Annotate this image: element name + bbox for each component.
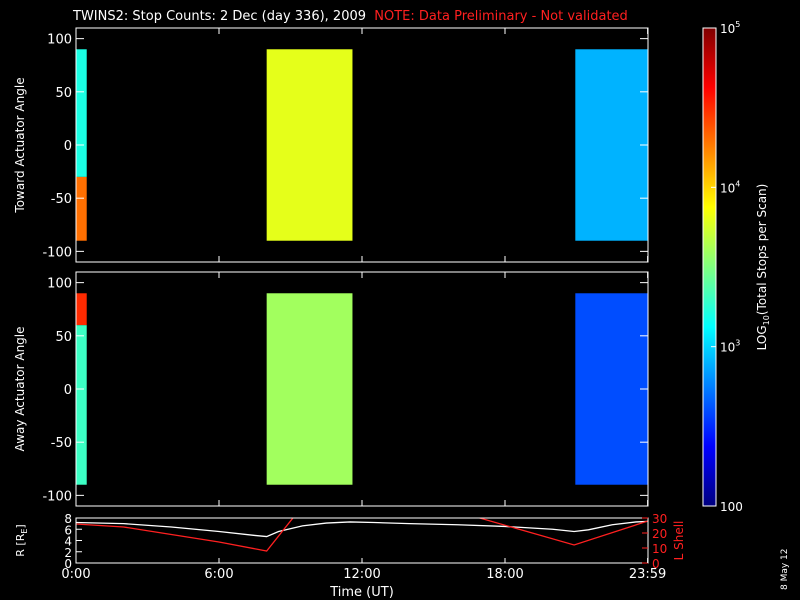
lshell-series-line xyxy=(477,518,648,546)
colorbar-label: LOG10(Total Stops per Scan) xyxy=(755,184,771,351)
date-stamp: 8 May 12 xyxy=(780,548,790,590)
chart-title: TWINS2: Stop Counts: 2 Dec (day 336), 20… xyxy=(73,9,628,24)
y-tick-label: 4 xyxy=(64,535,72,549)
heatmap-cell xyxy=(76,293,87,326)
y2-tick-label: 0 xyxy=(652,557,660,571)
colorbar-gradient xyxy=(702,27,717,507)
chart-title-text: TWINS2: Stop Counts: 2 Dec (day 336), 20… xyxy=(73,9,367,24)
colorbar-tick-sup: 4 xyxy=(735,179,740,188)
plot-frame xyxy=(75,27,649,263)
y-axis-label: Toward Actuator Angle xyxy=(13,77,27,213)
y2-tick-label: 10 xyxy=(652,542,667,556)
y-axis-label: R [RE] xyxy=(14,524,29,556)
colorbar-label-post: (Total Stops per Scan) xyxy=(755,184,769,315)
x-axis-label: Time (UT) xyxy=(329,585,394,600)
y-tick-label: 50 xyxy=(55,86,72,101)
colorbar-tick-label: 104 xyxy=(720,179,740,195)
y-tick-label: 100 xyxy=(47,33,72,48)
data-interval xyxy=(266,49,353,241)
y-tick-label: 100 xyxy=(47,277,72,292)
heatmap-cell xyxy=(76,49,87,177)
y2-tick-label: 30 xyxy=(652,512,667,526)
data-interval xyxy=(575,49,648,241)
x-tick-label: 6:00 xyxy=(204,567,233,582)
y-tick-label: 0 xyxy=(64,383,72,398)
plot-frame xyxy=(75,517,649,564)
colorbar-tick-label: 105 xyxy=(720,20,740,36)
data-interval xyxy=(575,293,648,485)
data-interval xyxy=(76,49,87,241)
y-tick-label: -50 xyxy=(51,436,72,451)
colorbar-tick-sup: 5 xyxy=(735,20,740,29)
x-tick-label: 18:00 xyxy=(486,567,523,582)
y-tick-label: 0 xyxy=(64,139,72,154)
y2-tick-label: 20 xyxy=(652,527,667,541)
x-tick-label: 0:00 xyxy=(61,567,90,582)
y-axis-label-sub: E xyxy=(20,529,29,534)
y-tick-label: -100 xyxy=(42,489,72,504)
r-series-line xyxy=(76,520,648,538)
plot-frame xyxy=(75,271,649,507)
y-tick-label: 8 xyxy=(64,512,72,526)
lshell-series-line xyxy=(76,518,294,552)
y-tick-label: 0 xyxy=(64,557,72,571)
y2-axis-label: L Shell xyxy=(672,521,686,561)
y-tick-label: -50 xyxy=(51,192,72,207)
colorbar-tick-label: 103 xyxy=(720,339,740,355)
x-tick-label: 23:59 xyxy=(629,567,666,582)
x-tick-label: 12:00 xyxy=(343,567,380,582)
y-tick-label: -100 xyxy=(42,245,72,260)
y-tick-label: 50 xyxy=(55,330,72,345)
data-interval xyxy=(266,293,353,485)
y-tick-label: 6 xyxy=(64,523,72,537)
heatmap-panel: -100 -50 0 50 100 Toward Actuator Angle xyxy=(13,27,649,263)
colorbar-label-sub: 10 xyxy=(762,315,771,325)
heatmap-cell xyxy=(76,325,87,485)
y-axis-label-close: ] xyxy=(14,524,27,528)
heatmap-cell xyxy=(575,293,648,485)
colorbar-tick-sup: 3 xyxy=(735,339,740,348)
heatmap-cell xyxy=(266,49,353,241)
preliminary-note: NOTE: Data Preliminary - Not validated xyxy=(374,9,628,24)
y-axis-label: Away Actuator Angle xyxy=(13,326,27,451)
heatmap-cell xyxy=(266,293,353,485)
y-tick-label: 2 xyxy=(64,546,72,560)
colorbar-tick-label: 100 xyxy=(720,500,743,514)
heatmap-panel: -100 -50 0 50 100 Away Actuator Angle xyxy=(13,271,649,507)
data-interval xyxy=(76,293,87,485)
heatmap-cell xyxy=(76,176,87,241)
heatmap-cell xyxy=(575,49,648,241)
